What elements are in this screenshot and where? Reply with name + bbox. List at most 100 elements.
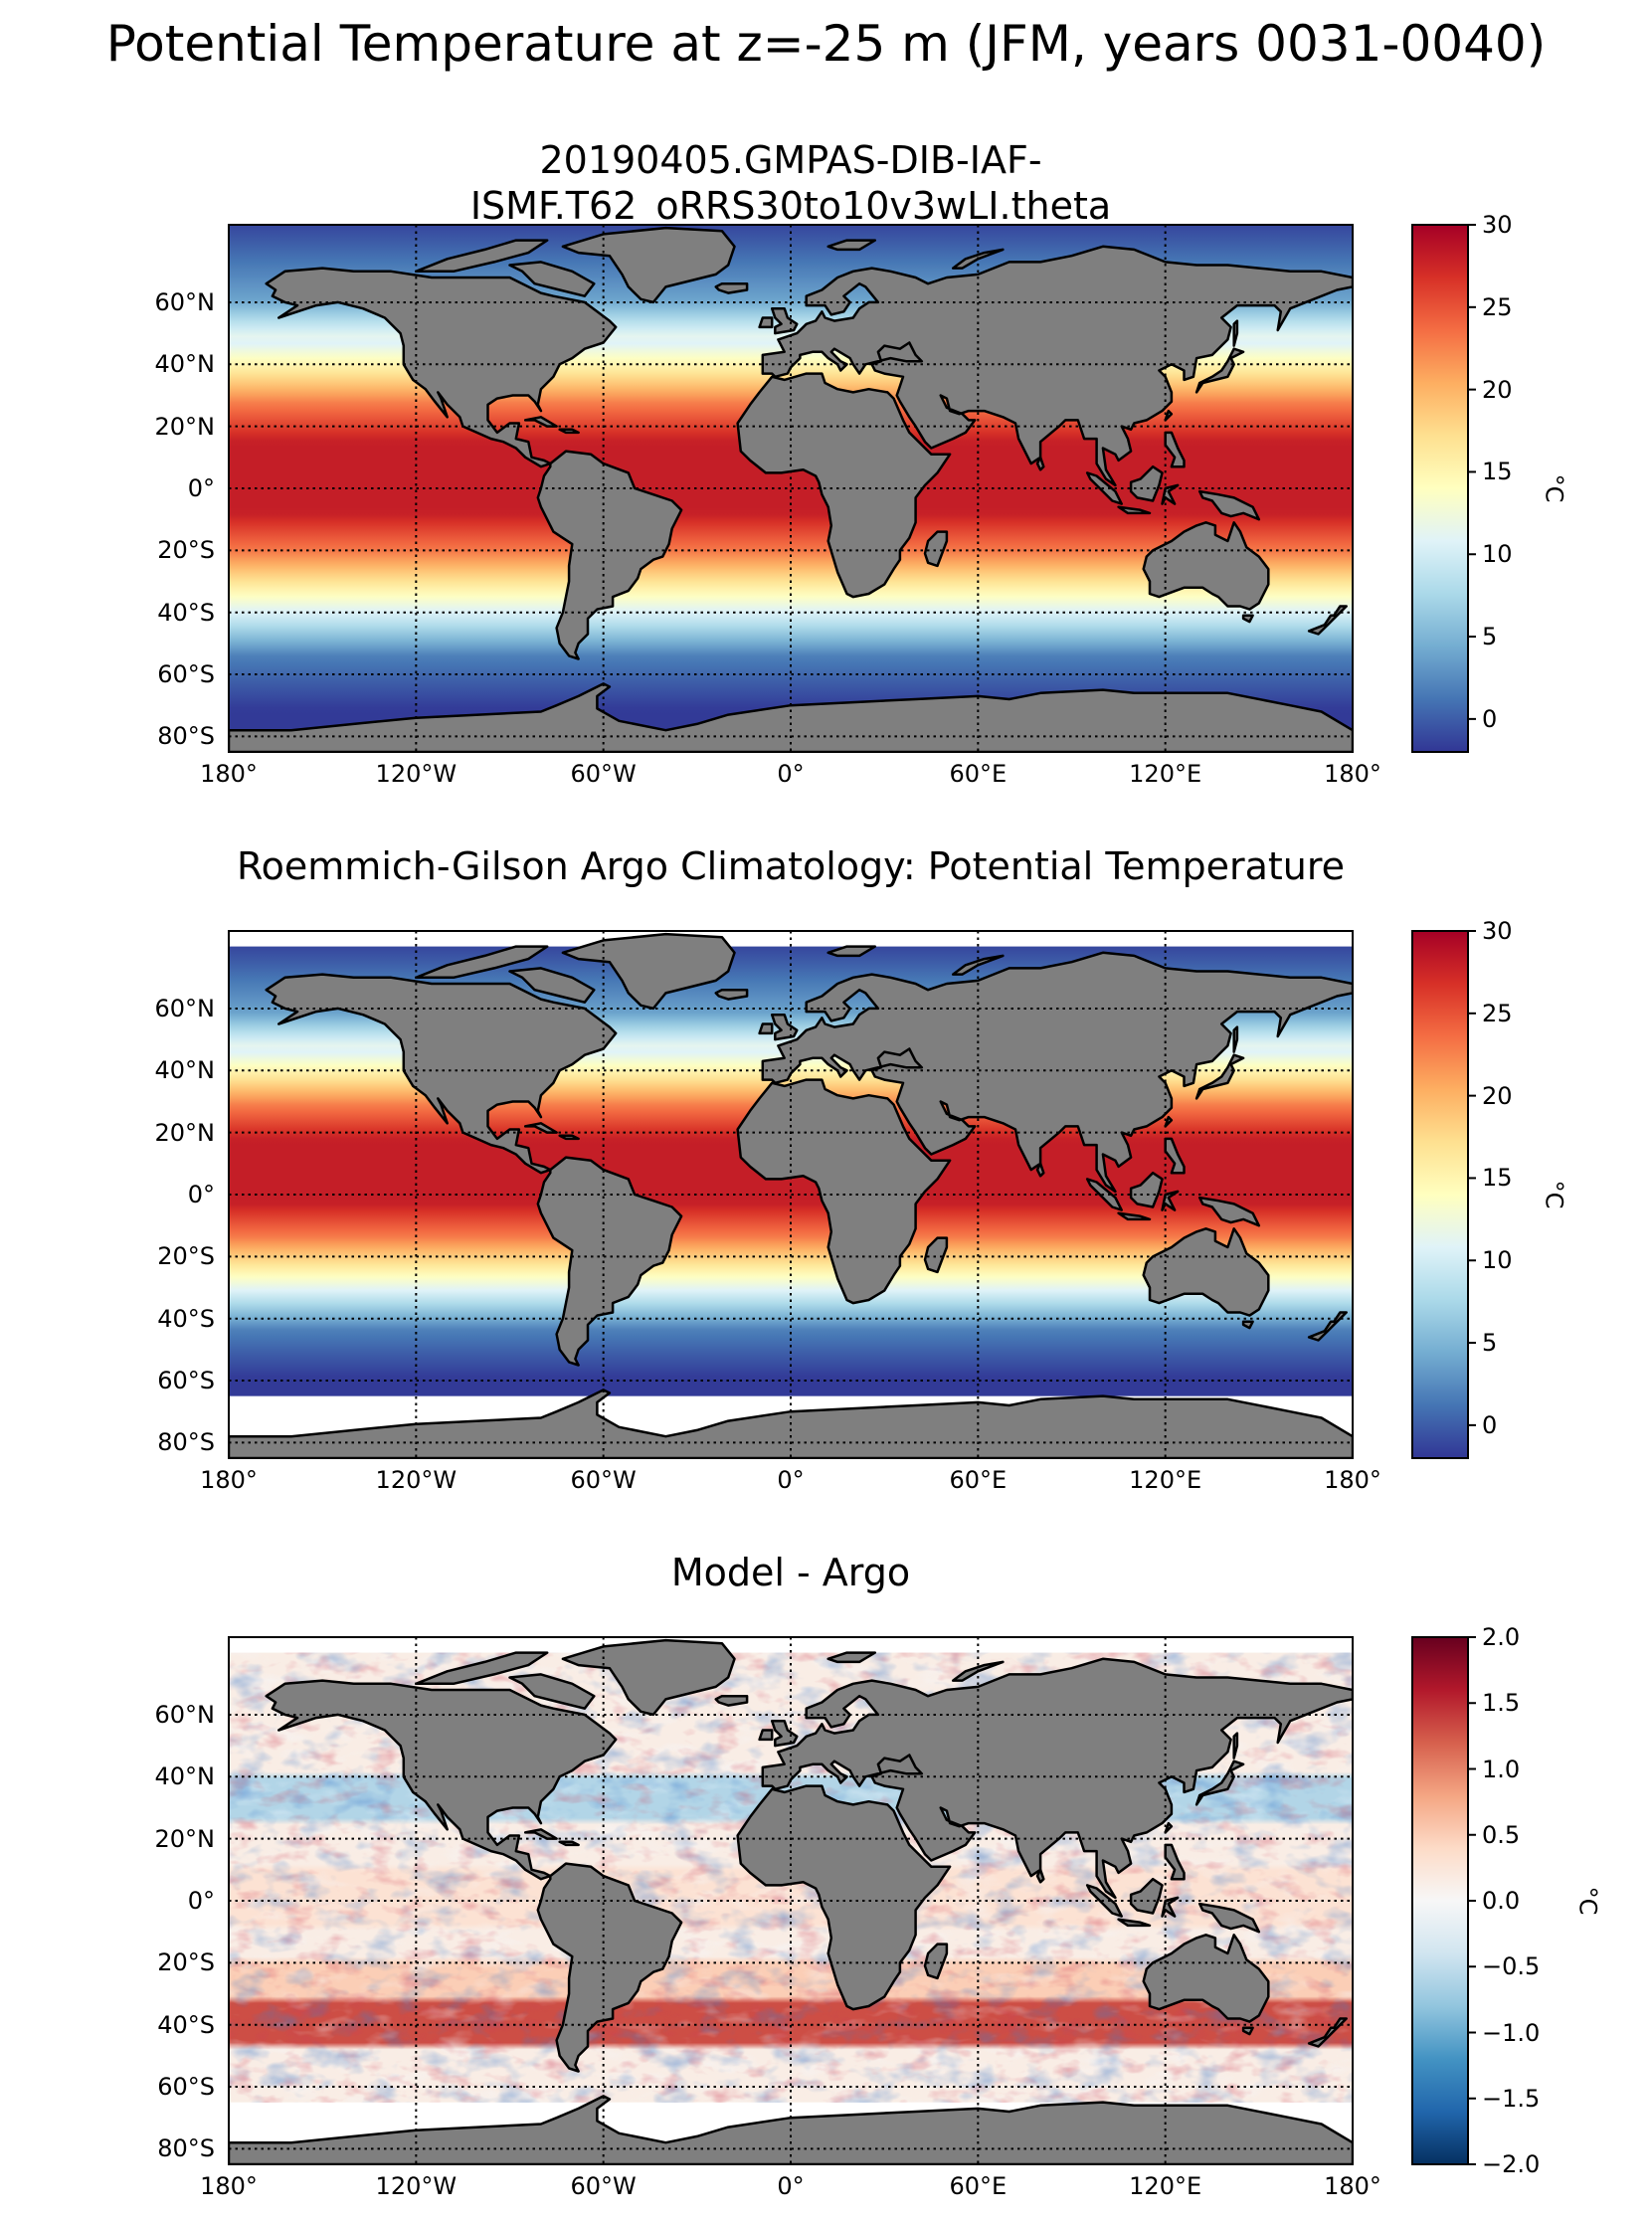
land-java — [1117, 1918, 1152, 1928]
land-north-america — [265, 267, 618, 468]
lat-tick-label: 20°N — [154, 1824, 216, 1853]
land-cuba — [523, 1828, 558, 1840]
lon-tick-label: 120°W — [375, 2172, 458, 2200]
colorbar-tick-label: 20 — [1482, 375, 1513, 404]
land-borneo — [1129, 1877, 1164, 1915]
land-philippines — [1164, 431, 1186, 468]
land-hispaniola — [558, 1840, 580, 1847]
colorbar-tick-label: 5 — [1482, 1329, 1498, 1358]
lon-tick-label: 60°E — [949, 760, 1008, 788]
colorbar-gradient — [1411, 930, 1469, 1459]
lat-tick-label: 20°N — [154, 412, 216, 441]
land-borneo — [1129, 464, 1164, 502]
land-sumatra — [1085, 1178, 1123, 1211]
colorbar-tick-label: −2.0 — [1482, 2150, 1541, 2178]
colorbar-unit-label: °C — [1573, 1886, 1602, 1916]
land-greenland — [561, 226, 736, 304]
land-sumatra — [1085, 471, 1123, 505]
land-java — [1117, 1211, 1152, 1221]
lat-tick-label: 20°S — [157, 1242, 215, 1271]
lon-tick-label: 180° — [1324, 1466, 1381, 1494]
colorbar-2 — [1411, 930, 1476, 1459]
land-new-zealand — [1307, 1311, 1348, 1342]
land-south-america — [536, 1156, 683, 1367]
lon-tick-label: 120°E — [1129, 2172, 1202, 2200]
colorbar-gradient — [1411, 224, 1469, 753]
lat-tick-label: 60°N — [154, 1700, 216, 1729]
land-taiwan — [1164, 1821, 1174, 1834]
lon-tick-label: 180° — [200, 760, 258, 788]
lat-tick-label: 60°S — [157, 2073, 215, 2102]
land-new-guinea — [1197, 1902, 1261, 1934]
colorbar-tick-label: 1.5 — [1482, 1689, 1521, 1718]
land-new-zealand — [1307, 2017, 1348, 2048]
colorbar-tick-label: 15 — [1482, 1164, 1513, 1193]
land-iceland — [714, 281, 749, 294]
colorbar-tick-label: 25 — [1482, 292, 1513, 321]
land-new-guinea — [1197, 489, 1261, 521]
land-japan — [1194, 1760, 1245, 1806]
colorbar-tick-label: 30 — [1482, 211, 1513, 239]
land-japan — [1194, 1053, 1245, 1100]
land-tasmania — [1241, 1320, 1254, 1330]
colorbar-tick-label: 10 — [1482, 1246, 1513, 1275]
land-north-america — [265, 973, 618, 1175]
lat-tick-label: 80°S — [157, 1428, 215, 1457]
panel-1-title: 20190405.GMPAS-DIB-IAF-ISMF.T62_oRRS30to… — [469, 138, 1112, 228]
land-ireland — [758, 1729, 774, 1742]
lat-tick-label: 40°S — [157, 1304, 215, 1333]
map-frame — [228, 1636, 1354, 2165]
land-sakhalin — [1232, 319, 1239, 347]
colorbar-gradient — [1411, 1636, 1469, 2165]
land-south-america — [536, 1862, 683, 2073]
land-greenland — [561, 932, 736, 1011]
lat-tick-label: 80°S — [157, 722, 215, 751]
land-south-america — [536, 450, 683, 660]
land-madagascar — [923, 1236, 949, 1274]
colorbar-tick-label: 1.0 — [1482, 1755, 1521, 1783]
lon-tick-label: 0° — [777, 1466, 805, 1494]
land-borneo — [1129, 1171, 1164, 1208]
land-greenland — [561, 1638, 736, 1717]
land-tasmania — [1241, 2026, 1254, 2036]
lon-tick-label: 120°W — [375, 760, 458, 788]
lon-tick-label: 60°E — [949, 1466, 1008, 1494]
colorbar-1 — [1411, 224, 1476, 753]
lat-tick-label: 60°N — [154, 994, 216, 1022]
land-hispaniola — [558, 428, 580, 435]
colorbar-tick-label: −1.0 — [1482, 2018, 1541, 2047]
colorbar-tick-label: 30 — [1482, 917, 1513, 945]
land-philippines — [1164, 1843, 1186, 1881]
map-frame — [228, 224, 1354, 753]
land-sri-lanka — [1035, 1162, 1045, 1178]
lon-tick-label: 0° — [777, 2172, 805, 2200]
lon-tick-label: 120°E — [1129, 1466, 1202, 1494]
land-cuba — [523, 416, 558, 428]
map-panel-3 — [228, 1636, 1354, 2165]
lon-tick-label: 180° — [1324, 2172, 1381, 2200]
land-sri-lanka — [1035, 456, 1045, 471]
lon-tick-label: 120°W — [375, 1466, 458, 1494]
land-sumatra — [1085, 1884, 1123, 1918]
lon-tick-label: 60°W — [570, 2172, 637, 2200]
land-arctic-archipelago — [415, 239, 549, 274]
land-japan — [1194, 347, 1245, 394]
colorbar-3 — [1411, 1636, 1476, 2165]
colorbar-unit-label: °C — [1540, 1180, 1568, 1209]
colorbar-tick-label: 0 — [1482, 704, 1498, 733]
land-great-britain — [770, 306, 799, 335]
lat-tick-label: 20°S — [157, 1948, 215, 1977]
colorbar-tick-label: 5 — [1482, 623, 1498, 651]
land-svalbard — [826, 1651, 877, 1664]
land-great-britain — [770, 1013, 799, 1041]
land-taiwan — [1164, 409, 1174, 422]
land-iceland — [714, 1694, 749, 1707]
land-australia — [1142, 521, 1270, 611]
land-taiwan — [1164, 1115, 1174, 1128]
land-sakhalin — [1232, 1732, 1239, 1760]
land-iceland — [714, 988, 749, 1001]
colorbar-unit-label: °C — [1540, 473, 1568, 503]
land-africa — [736, 1784, 952, 2011]
land-sri-lanka — [1035, 1868, 1045, 1884]
